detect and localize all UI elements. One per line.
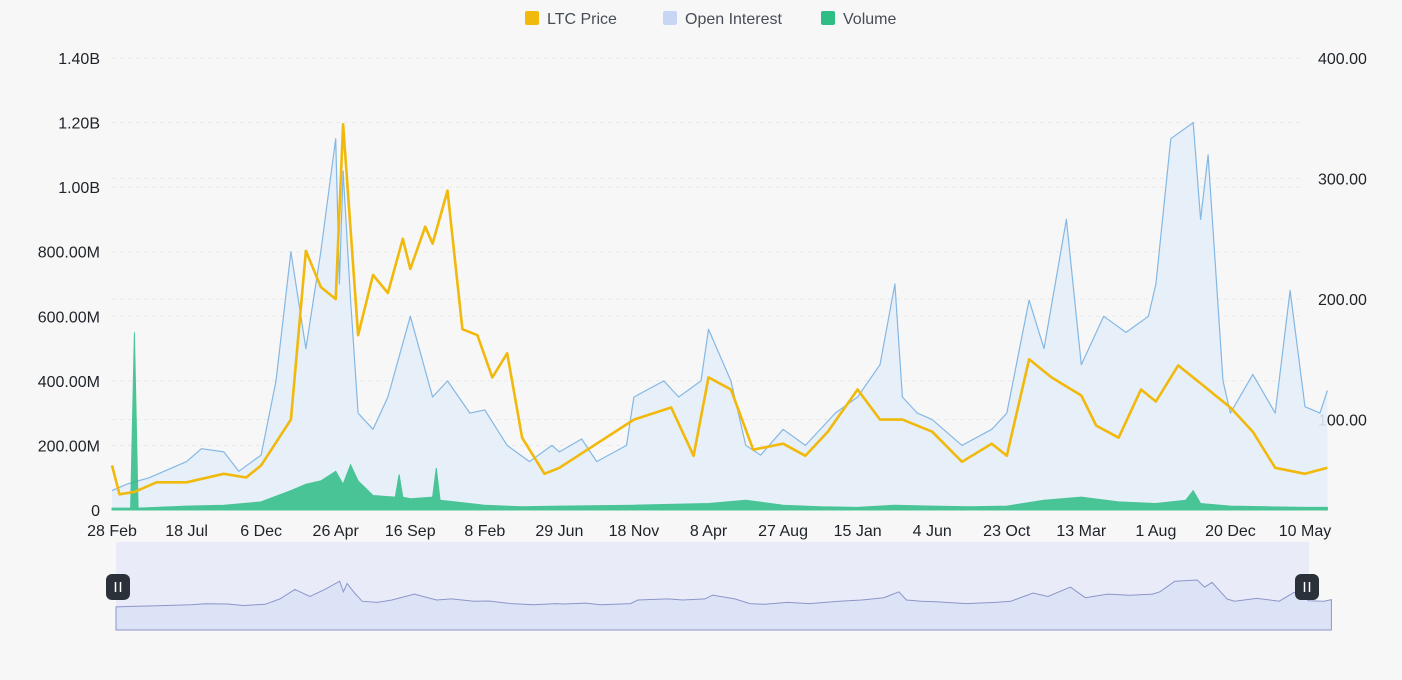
- series-ltc-price-line: [110, 123, 1328, 496]
- legend-label: Open Interest: [685, 11, 783, 28]
- navigator-right-handle[interactable]: [1295, 574, 1319, 600]
- legend-item-open-interest[interactable]: Open Interest: [663, 11, 783, 28]
- y-right-tick-label: 400.00: [1318, 51, 1367, 68]
- x-tick-label: 27 Aug: [758, 523, 808, 540]
- x-tick-label: 15 Jan: [834, 523, 882, 540]
- x-tick-label: 28 Feb: [87, 523, 137, 540]
- y-left-tick-label: 1.20B: [58, 116, 100, 133]
- series-volume: [111, 332, 1328, 511]
- x-tick-label: 29 Jun: [535, 523, 583, 540]
- x-tick-label: 18 Nov: [609, 523, 660, 540]
- legend: LTC Price Open Interest Volume: [525, 11, 896, 28]
- y-right-tick-label: 100.00: [1318, 413, 1367, 430]
- series-layer: [110, 122, 1328, 511]
- x-tick-label: 4 Jun: [913, 523, 952, 540]
- y-right-tick-label: 300.00: [1318, 172, 1367, 189]
- x-tick-label: 1 Aug: [1135, 523, 1176, 540]
- legend-item-ltc-price[interactable]: LTC Price: [525, 11, 617, 28]
- navigator-series: [115, 579, 1332, 631]
- x-axis: 28 Feb 18 Jul 6 Dec 26 Apr 16 Sep 8 Feb 29 Jun…: [87, 523, 1331, 540]
- series-open-interest-area: [112, 122, 1328, 510]
- square-swatch-icon: [663, 11, 677, 25]
- series-open-interest-line: [111, 122, 1328, 492]
- y-left-tick-label: 400.00M: [38, 374, 100, 391]
- x-tick-label: 10 May: [1279, 523, 1331, 540]
- y-left-tick-label: 200.00M: [38, 438, 100, 455]
- legend-label: Volume: [843, 11, 896, 28]
- y-left-tick-label: 0: [91, 503, 100, 520]
- range-navigator[interactable]: [106, 542, 1332, 631]
- y-left-tick-label: 800.00M: [38, 245, 100, 262]
- square-swatch-icon: [525, 11, 539, 25]
- square-swatch-icon: [821, 11, 835, 25]
- x-tick-label: 8 Apr: [690, 523, 728, 540]
- y-axis-left: 0 200.00M 400.00M 600.00M 800.00M 1.00B 1.20B 1…: [38, 51, 100, 520]
- x-tick-label: 13 Mar: [1056, 523, 1106, 540]
- x-tick-label: 23 Oct: [983, 523, 1031, 540]
- y-axis-right: 100.00 200.00 300.00 400.00: [1318, 51, 1367, 430]
- x-tick-label: 20 Dec: [1205, 523, 1256, 540]
- y-left-tick-label: 600.00M: [38, 309, 100, 326]
- x-tick-label: 16 Sep: [385, 523, 436, 540]
- x-tick-label: 6 Dec: [240, 523, 282, 540]
- y-right-tick-label: 200.00: [1318, 292, 1367, 309]
- y-left-tick-label: 1.00B: [58, 180, 100, 197]
- navigator-left-handle[interactable]: [106, 574, 130, 600]
- x-tick-label: 8 Feb: [464, 523, 505, 540]
- x-tick-label: 18 Jul: [165, 523, 208, 540]
- legend-item-volume[interactable]: Volume: [821, 11, 896, 28]
- drag-handle-icon[interactable]: [106, 574, 130, 600]
- x-tick-label: 26 Apr: [313, 523, 360, 540]
- legend-label: LTC Price: [547, 11, 617, 28]
- y-left-tick-label: 1.40B: [58, 51, 100, 68]
- drag-handle-icon[interactable]: [1295, 574, 1319, 600]
